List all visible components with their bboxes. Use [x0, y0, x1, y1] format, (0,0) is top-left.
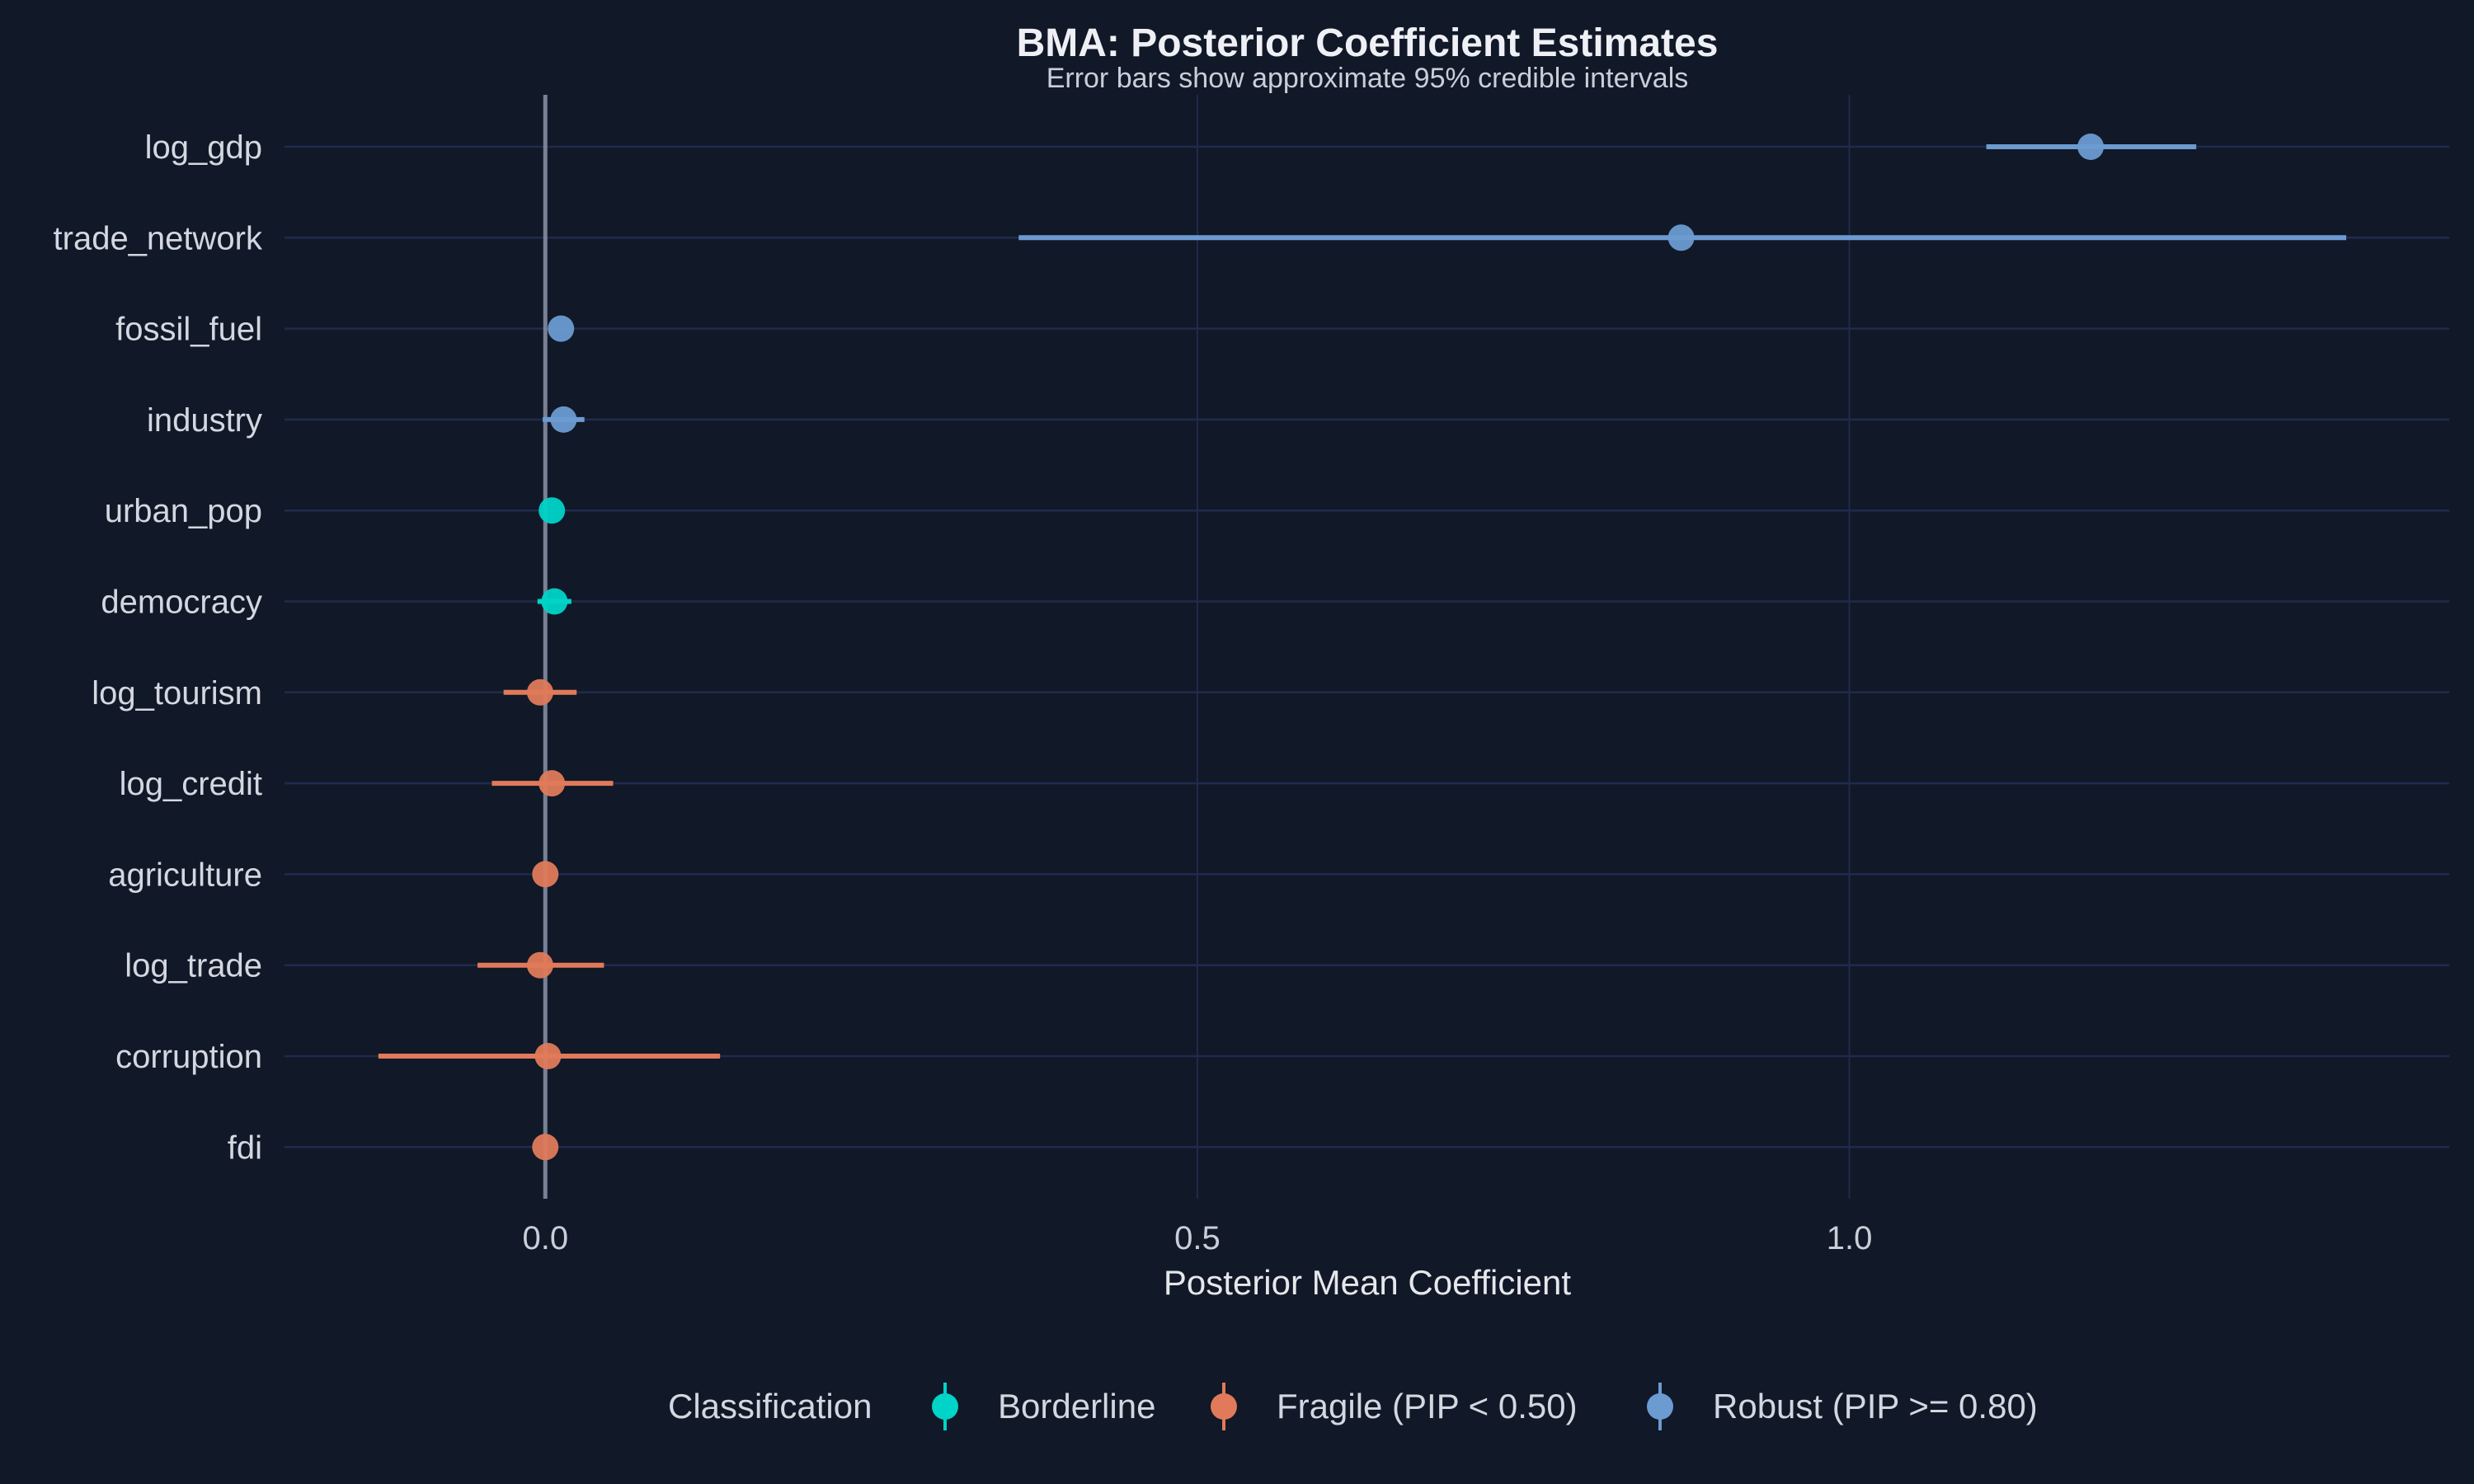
- y-tick-label: democracy: [101, 585, 262, 621]
- legend-label: Fragile (PIP < 0.50): [1277, 1387, 1578, 1425]
- point-fdi: [532, 1134, 559, 1161]
- chart-title: BMA: Posterior Coefficient Estimates: [1017, 21, 1719, 65]
- legend-key-point: [1211, 1393, 1237, 1420]
- x-tick-label: 1.0: [1827, 1220, 1873, 1256]
- y-tick-label: corruption: [115, 1039, 262, 1075]
- point-trade_network: [1667, 224, 1695, 251]
- y-tick-label: agriculture: [108, 857, 262, 893]
- chart-subtitle: Error bars show approximate 95% credible…: [1047, 63, 1689, 94]
- y-tick-label: log_gdp: [145, 129, 262, 166]
- point-corruption: [534, 1043, 562, 1069]
- x-axis-title: Posterior Mean Coefficient: [1164, 1263, 1571, 1302]
- point-agriculture: [532, 861, 559, 888]
- legend: Classification Borderline Fragile (PIP < …: [668, 1383, 2038, 1430]
- point-log_tourism: [526, 679, 553, 706]
- y-tick-label: urban_pop: [105, 493, 262, 529]
- y-tick-label: trade_network: [54, 220, 263, 256]
- y-tick-label: industry: [147, 402, 262, 439]
- point-log_trade: [526, 951, 553, 979]
- point-fossil_fuel: [548, 315, 575, 342]
- point-log_credit: [539, 770, 566, 797]
- legend-label: Borderline: [998, 1387, 1155, 1425]
- legend-label: Robust (PIP >= 0.80): [1713, 1387, 2038, 1425]
- x-tick-label: 0.5: [1174, 1220, 1221, 1256]
- y-tick-label: fdi: [228, 1129, 262, 1166]
- legend-key-point: [1647, 1393, 1673, 1420]
- point-log_gdp: [2077, 134, 2105, 160]
- point-industry: [550, 406, 577, 433]
- y-tick-label: log_tourism: [92, 675, 262, 711]
- y-tick-label: log_credit: [120, 766, 262, 802]
- y-tick-label: fossil_fuel: [115, 312, 262, 348]
- legend-title: Classification: [668, 1387, 872, 1425]
- y-tick-label: log_trade: [125, 948, 262, 984]
- legend-key-point: [932, 1393, 958, 1420]
- point-urban_pop: [539, 497, 566, 524]
- x-tick-label: 0.0: [522, 1220, 568, 1256]
- point-democracy: [541, 588, 568, 615]
